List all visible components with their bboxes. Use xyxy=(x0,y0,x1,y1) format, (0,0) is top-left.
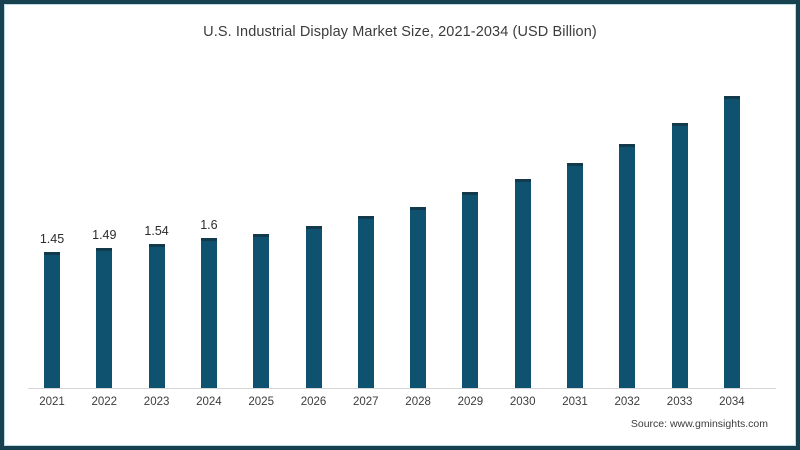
bar[interactable] xyxy=(514,178,531,388)
x-axis-tick-label: 2030 xyxy=(509,396,536,408)
bar[interactable] xyxy=(96,248,113,388)
bar[interactable] xyxy=(200,238,217,388)
bar-group: 1.6 xyxy=(183,88,235,388)
x-axis-tick-label: 2024 xyxy=(196,396,222,408)
x-axis-tick-label: 2031 xyxy=(562,396,588,408)
bar-group xyxy=(497,88,549,388)
axis-baseline xyxy=(28,388,776,389)
x-axis-tick-label: 2028 xyxy=(405,396,431,408)
bar-group xyxy=(654,88,706,388)
bar-value-label: 1.6 xyxy=(200,218,218,232)
x-axis-tick-label: 2021 xyxy=(39,396,65,408)
bar[interactable] xyxy=(567,163,583,388)
x-axis-tick-label: 2026 xyxy=(300,396,327,408)
x-axis-tick-label: 2027 xyxy=(353,396,379,408)
bar-group: 1.49 xyxy=(78,88,130,388)
bar-group xyxy=(288,88,340,388)
plot-area: U.S. Industrial Display Market Size, 202… xyxy=(6,6,794,444)
x-axis-tick-label: 2034 xyxy=(719,396,745,408)
x-axis-tick-label: 2023 xyxy=(143,396,170,408)
bar-group: 1.54 xyxy=(131,88,183,388)
bar[interactable] xyxy=(410,207,427,388)
chart-title: U.S. Industrial Display Market Size, 202… xyxy=(203,24,597,40)
bar-value-label: 1.49 xyxy=(92,228,117,243)
bar[interactable] xyxy=(148,243,165,388)
bar-group xyxy=(340,88,392,388)
x-axis-tick-label: 2025 xyxy=(248,396,274,408)
bar-value-label: 1.54 xyxy=(144,223,169,238)
bar[interactable] xyxy=(305,225,322,388)
x-axis-tick-label: 2022 xyxy=(91,396,118,408)
bar-series-layer: 1.45 2021 1.49 2022 1.54 2023 1.6 2024 2025 2026 2… xyxy=(6,6,794,444)
bar-group xyxy=(549,88,601,388)
bar-group: 1.45 xyxy=(26,88,78,388)
bar[interactable] xyxy=(723,95,740,388)
x-axis-tick-label: 2029 xyxy=(457,396,484,408)
bar-group xyxy=(706,88,758,388)
bar-group xyxy=(601,88,653,388)
bar[interactable] xyxy=(462,192,479,388)
bar[interactable] xyxy=(619,144,636,388)
bar-group xyxy=(392,88,444,388)
bar-group xyxy=(235,88,287,388)
bar[interactable] xyxy=(671,122,688,388)
x-axis-tick-label: 2033 xyxy=(666,396,693,408)
bar[interactable] xyxy=(357,216,374,388)
bar[interactable] xyxy=(253,234,270,388)
bar[interactable] xyxy=(44,252,60,388)
source-note: Source: www.gminsights.com xyxy=(630,418,768,430)
bar-value-label: 1.45 xyxy=(39,232,65,247)
bar-group xyxy=(444,88,496,388)
x-axis-tick-label: 2032 xyxy=(614,396,641,408)
